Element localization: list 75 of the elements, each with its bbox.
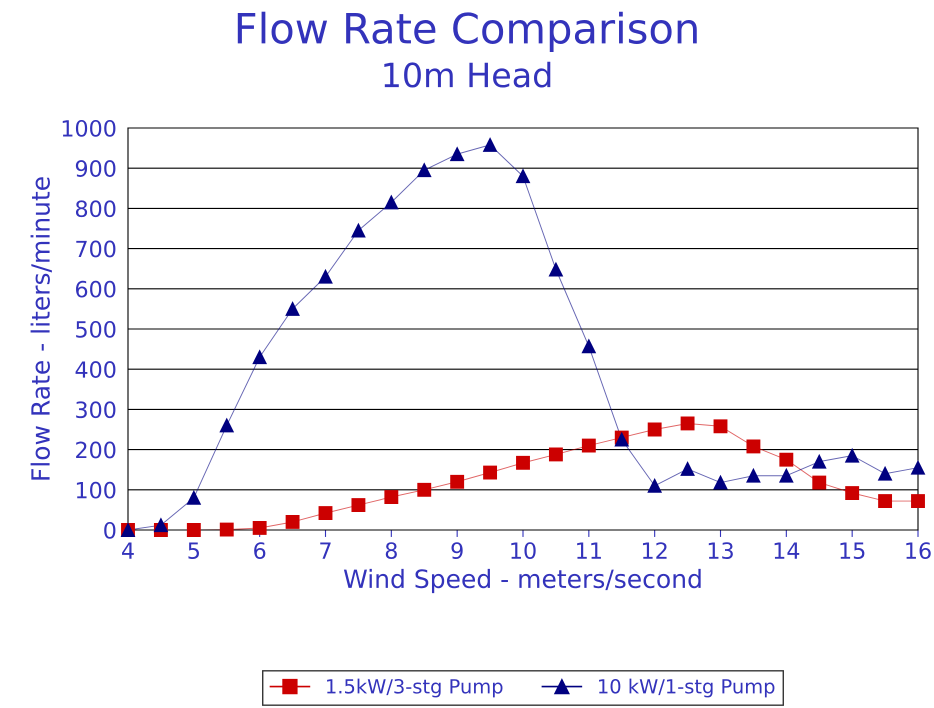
y-tick-label: 900 — [76, 160, 116, 177]
point — [351, 224, 366, 238]
point — [582, 339, 596, 354]
point — [779, 452, 794, 467]
point — [286, 515, 300, 529]
point — [812, 454, 826, 469]
point — [384, 490, 398, 504]
point — [186, 523, 201, 537]
point — [483, 138, 498, 152]
point — [417, 163, 432, 178]
legend-label: 1.5kW/3-stg Pump — [327, 678, 502, 698]
y-tick-label: 1000 — [62, 120, 116, 137]
point — [582, 438, 596, 453]
point — [845, 486, 860, 500]
point — [351, 498, 366, 512]
point — [878, 466, 892, 481]
point — [714, 419, 728, 434]
point — [220, 522, 234, 537]
y-tick-label: 0 — [104, 522, 116, 539]
point — [648, 478, 662, 493]
x-tick-label: 10 — [511, 542, 536, 560]
y-tick-label: 100 — [76, 482, 116, 499]
point — [154, 518, 168, 532]
x-tick-label: 13 — [708, 542, 733, 560]
legend-label: 10 kW/1-stg Pump — [599, 678, 774, 698]
point — [450, 147, 464, 162]
point — [779, 468, 794, 483]
point — [911, 494, 925, 508]
point — [516, 169, 530, 184]
x-tick-label: 12 — [642, 542, 667, 559]
point — [252, 350, 267, 364]
point — [548, 447, 563, 462]
point — [548, 262, 563, 276]
y-tick-label: 200 — [76, 442, 116, 458]
point — [252, 521, 267, 535]
y-tick-label: 700 — [76, 240, 116, 258]
point — [186, 490, 201, 505]
point — [845, 448, 860, 463]
point — [746, 468, 760, 483]
y-axis-title: Flow Rate - liters/minute — [30, 177, 52, 480]
x-tick-label: 7 — [320, 542, 331, 559]
point — [878, 494, 892, 508]
y-tick-label: 600 — [76, 280, 116, 298]
y-tick-label: 300 — [76, 401, 116, 418]
point — [318, 506, 332, 520]
point — [812, 476, 826, 490]
chart-subtitle: 10m Head — [384, 62, 550, 88]
y-tick-label: 800 — [76, 200, 116, 218]
point — [680, 416, 695, 430]
point — [516, 456, 530, 470]
x-axis-title: Wind Speed - meters/second — [344, 568, 701, 594]
x-tick-label: 9 — [451, 542, 463, 560]
point — [220, 418, 234, 432]
x-tick-label: 6 — [254, 542, 266, 560]
point — [746, 439, 760, 454]
x-tick-label: 8 — [386, 542, 397, 560]
point — [417, 482, 432, 497]
y-tick-label: 400 — [76, 361, 116, 378]
x-tick-label: 4 — [122, 542, 134, 559]
point — [483, 466, 498, 480]
point — [450, 474, 464, 489]
x-tick-label: 11 — [577, 542, 601, 559]
x-tick-label: 16 — [906, 542, 931, 560]
point — [318, 270, 332, 284]
point — [384, 195, 398, 210]
x-tick-label: 15 — [840, 542, 864, 560]
y-tick-label: 500 — [76, 320, 116, 338]
point — [714, 476, 728, 490]
point — [286, 302, 300, 316]
point — [680, 462, 695, 476]
chart-title: Flow Rate Comparison — [238, 12, 697, 52]
x-tick-label: 14 — [774, 542, 800, 559]
point — [648, 422, 662, 436]
x-tick-label: 5 — [188, 542, 199, 560]
point — [911, 460, 925, 475]
